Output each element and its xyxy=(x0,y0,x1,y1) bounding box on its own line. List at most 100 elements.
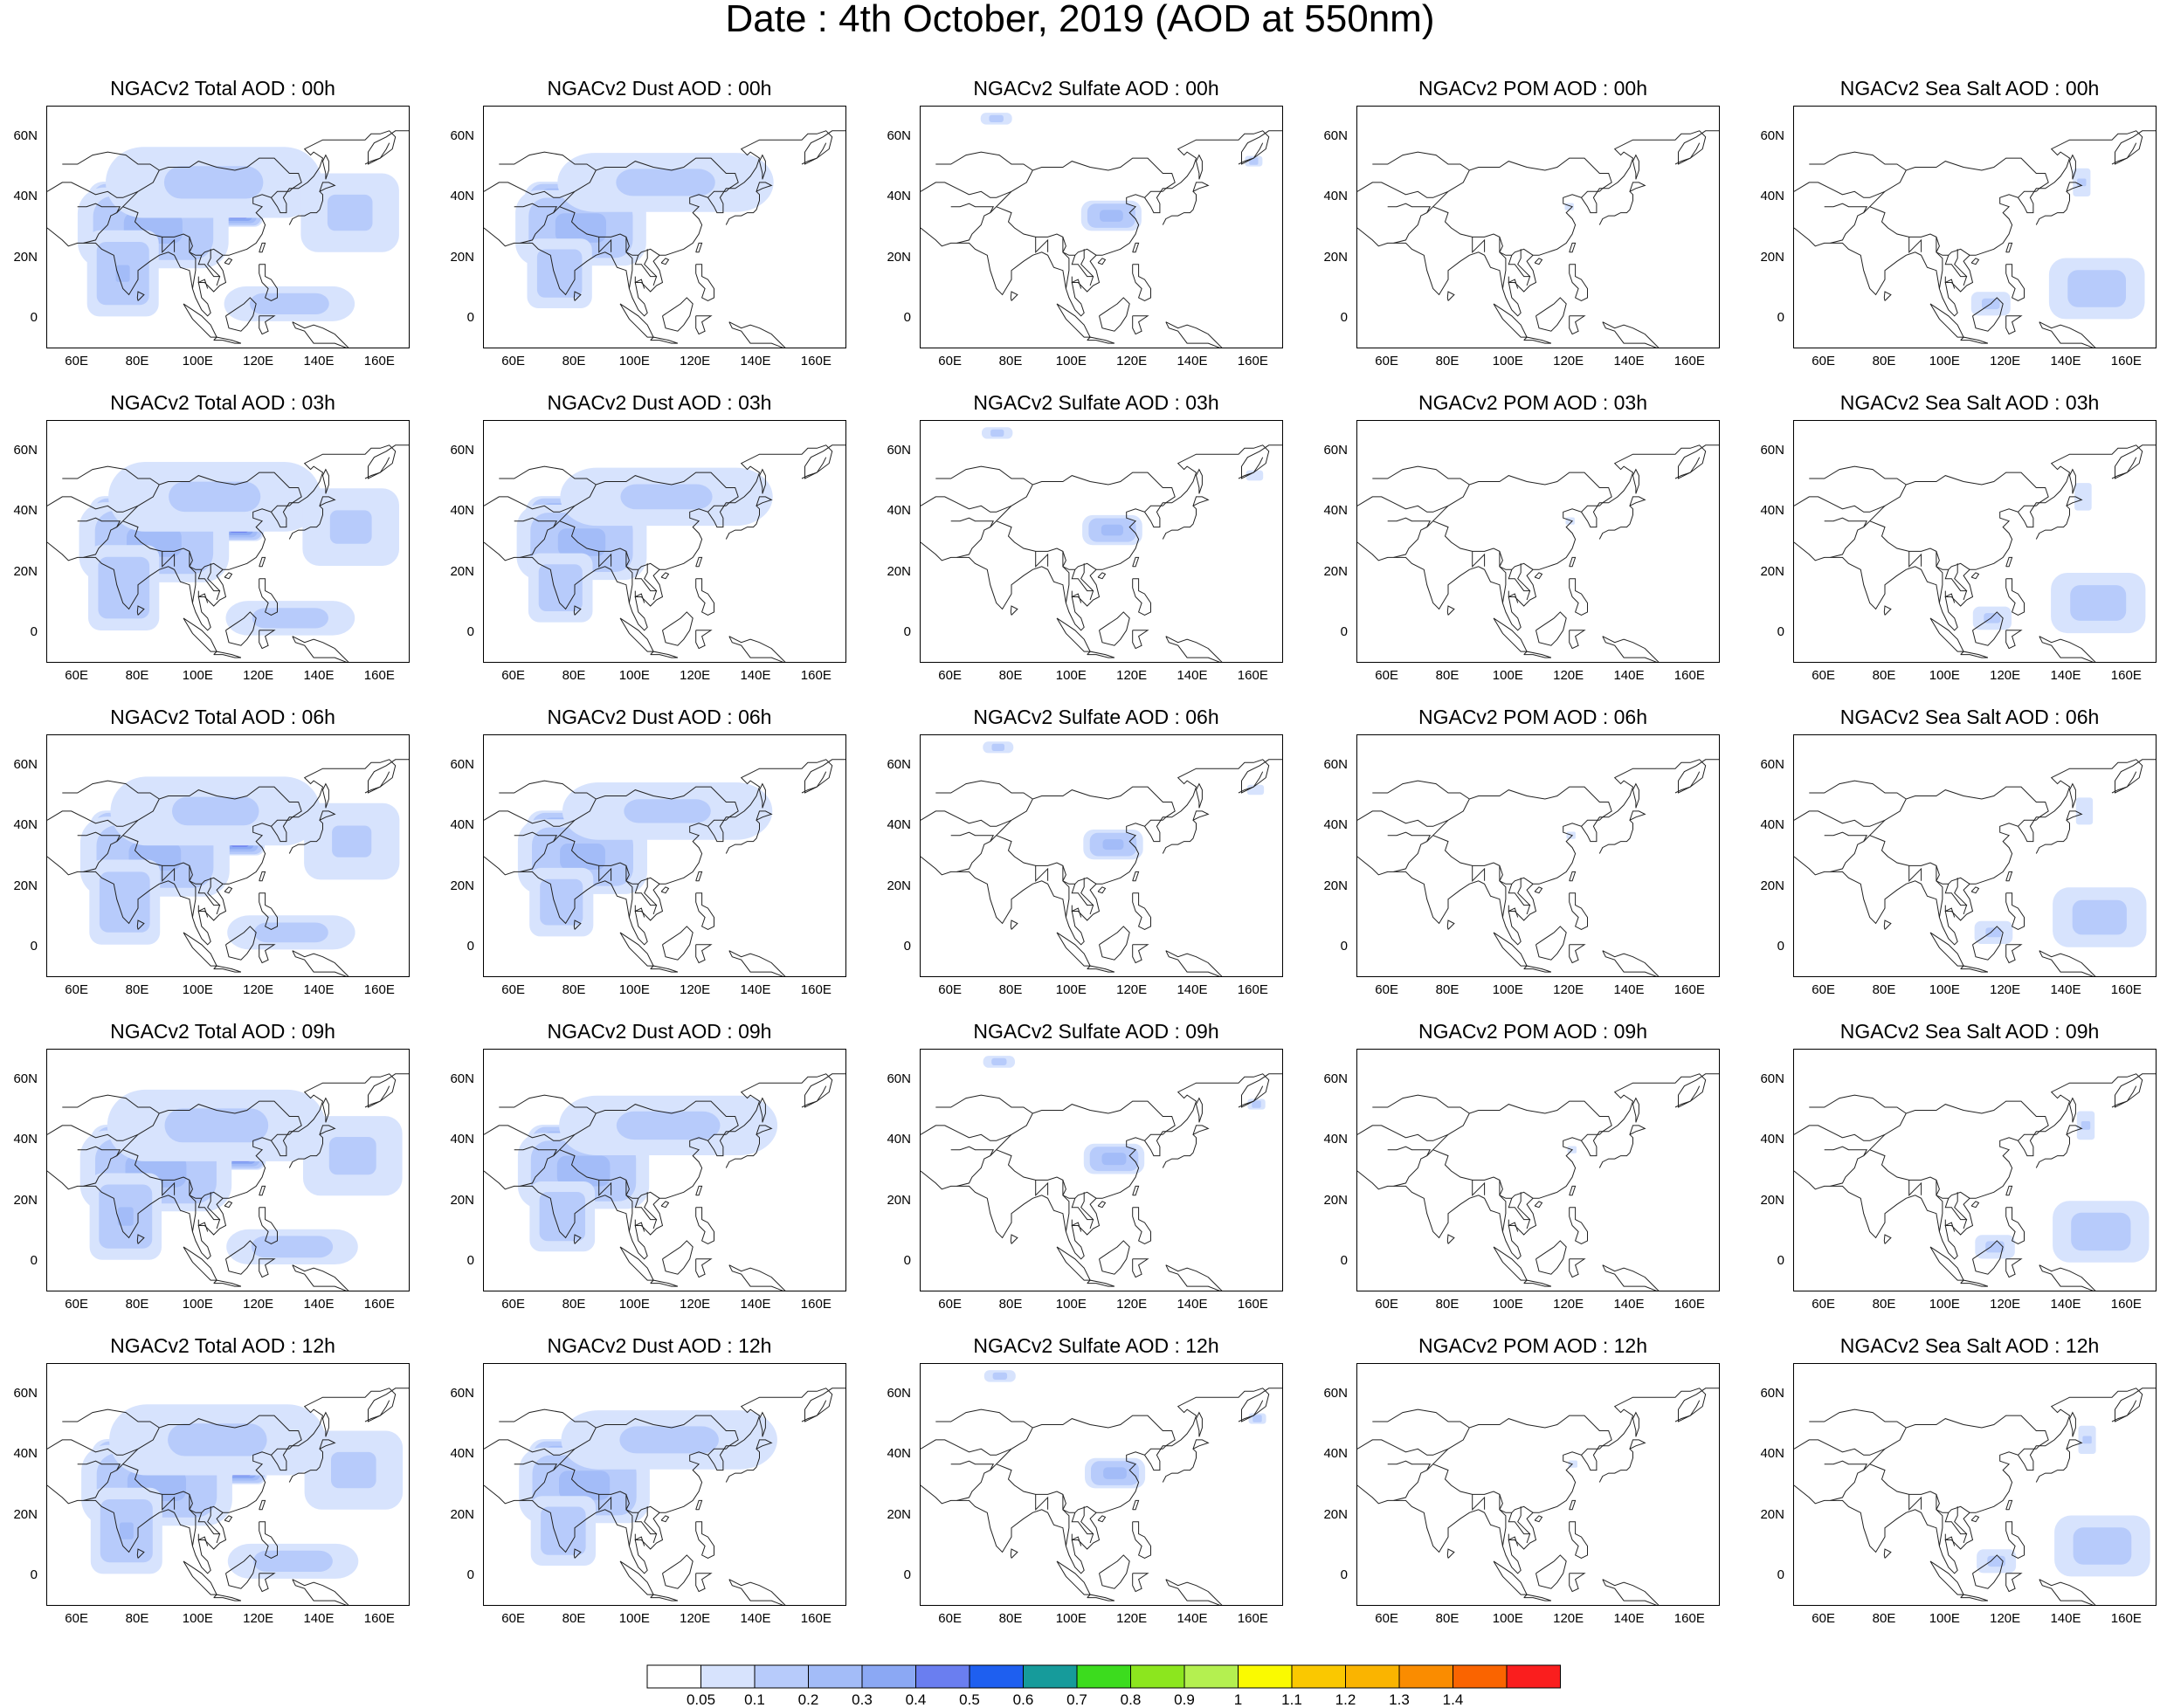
aod-contour xyxy=(331,1451,376,1489)
colorbar-label: 0.8 xyxy=(1120,1691,1142,1708)
coastline xyxy=(935,151,1033,171)
coastline xyxy=(1432,1100,1612,1151)
coastline xyxy=(1936,865,1943,918)
coastline xyxy=(136,1234,145,1244)
aod-contour xyxy=(117,1207,134,1226)
coastline xyxy=(1869,157,2049,208)
aod-contour xyxy=(2074,483,2092,511)
coastline xyxy=(259,1258,276,1278)
x-tick-label: 100E xyxy=(182,982,213,997)
coastline xyxy=(183,303,217,338)
coastline xyxy=(1195,1097,1203,1123)
coastline xyxy=(1883,605,1892,616)
x-tick-label: 140E xyxy=(2050,354,2081,368)
coastline xyxy=(259,871,266,882)
coastline xyxy=(553,206,660,256)
y-tick-label: 60N xyxy=(1323,127,1348,143)
coastline xyxy=(271,1133,290,1141)
coastline xyxy=(1357,496,1449,513)
coastline xyxy=(1010,1548,1018,1559)
coastline xyxy=(1954,563,1967,591)
panel-title: NGACv2 Dust AOD : 12h xyxy=(547,1334,772,1357)
coastline xyxy=(644,1506,657,1534)
colorbar-label: 1.1 xyxy=(1281,1691,1302,1708)
coastline xyxy=(62,465,160,486)
coastline xyxy=(801,1400,827,1422)
coastline xyxy=(1097,1201,1107,1209)
coastline xyxy=(559,786,739,837)
x-tick-label: 100E xyxy=(1055,354,1087,368)
coastline xyxy=(1863,1464,1970,1513)
x-tick-label: 100E xyxy=(1929,982,1960,997)
coastline xyxy=(1144,1133,1163,1141)
coastline xyxy=(1936,551,1943,603)
coastline xyxy=(1010,919,1018,930)
coastline xyxy=(1144,190,1163,198)
coastline xyxy=(1062,551,1070,603)
colorbar-swatch xyxy=(1291,1664,1346,1689)
coastline xyxy=(2005,1185,2013,1196)
coastline xyxy=(1569,944,1586,964)
x-tick-label: 160E xyxy=(2110,1297,2142,1312)
coastline xyxy=(707,190,727,198)
coastline xyxy=(1071,884,1094,915)
coastline xyxy=(77,1146,121,1187)
coastline xyxy=(644,563,657,591)
x-tick-label: 60E xyxy=(501,982,525,997)
coastline xyxy=(1602,1579,1660,1605)
coastline xyxy=(1944,255,1968,286)
aod-contour xyxy=(1984,613,2001,623)
y-tick-label: 20N xyxy=(450,249,474,265)
coastline xyxy=(1499,1494,1507,1546)
coastline xyxy=(573,919,582,930)
map-plot-area xyxy=(46,420,410,663)
x-tick-label: 60E xyxy=(938,1611,962,1626)
coastline xyxy=(1632,1411,1639,1437)
coastline xyxy=(1972,1554,2004,1589)
coastline xyxy=(1071,276,1082,289)
y-tick-label: 60N xyxy=(450,127,474,143)
coastline xyxy=(1908,865,1922,883)
coastline xyxy=(62,1408,160,1429)
coastline xyxy=(1508,255,1531,286)
coastline xyxy=(619,932,654,967)
coastline xyxy=(2068,1097,2076,1123)
aod-contour xyxy=(119,1522,134,1539)
coastline xyxy=(619,303,654,338)
coastline xyxy=(1071,569,1094,601)
x-tick-label: 80E xyxy=(562,354,586,368)
coastline xyxy=(1132,871,1140,882)
x-tick-label: 160E xyxy=(363,982,395,997)
x-tick-label: 80E xyxy=(562,1611,586,1626)
y-tick-label: 20N xyxy=(1323,1506,1348,1522)
coastline xyxy=(650,1594,679,1601)
coastline xyxy=(136,605,145,616)
coastline xyxy=(1944,1219,1956,1232)
map-svg xyxy=(1357,130,1719,348)
x-tick-label: 160E xyxy=(1237,982,1268,997)
y-tick-label: 20N xyxy=(887,878,911,893)
coastline xyxy=(758,1097,766,1123)
coastline xyxy=(1908,551,1922,568)
x-tick-label: 100E xyxy=(1492,1297,1523,1312)
aod-contour xyxy=(252,608,328,629)
coastline xyxy=(1534,1201,1543,1209)
x-tick-label: 160E xyxy=(363,1297,395,1312)
map-panel: NGACv2 POM AOD : 00h 60N 40N 20N 0 60E 80E 100E… xyxy=(1315,77,1751,391)
colorbar-swatch xyxy=(1023,1664,1078,1689)
coastline xyxy=(1632,468,1639,494)
colorbar-label: 0.7 xyxy=(1066,1691,1087,1708)
coastline xyxy=(1062,1494,1070,1546)
colorbar-swatch xyxy=(1398,1664,1453,1689)
colorbar-label: 1.4 xyxy=(1442,1691,1464,1708)
coastline xyxy=(259,630,276,650)
coastline xyxy=(1056,1560,1091,1595)
coastline xyxy=(1132,630,1149,650)
coastline xyxy=(990,835,1097,885)
x-tick-label: 120E xyxy=(1990,1611,2021,1626)
x-tick-label: 80E xyxy=(1872,354,1896,368)
aod-contour xyxy=(1101,524,1123,536)
x-tick-label: 140E xyxy=(303,1297,335,1312)
y-tick-label: 60N xyxy=(1323,1071,1348,1086)
y-tick-label: 0 xyxy=(30,1253,38,1269)
